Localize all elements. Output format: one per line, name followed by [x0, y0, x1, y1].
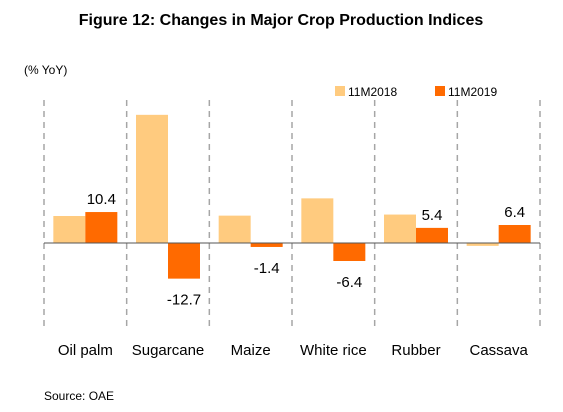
category-label-rubber: Rubber: [391, 342, 440, 359]
category-label-cassava: Cassava: [469, 342, 528, 359]
data-label-maize: -1.4: [254, 260, 280, 277]
data-label-cassava: 6.4: [504, 204, 525, 221]
legend-label-11m2019: 11M2019: [448, 85, 497, 99]
data-label-rubber: 5.4: [422, 207, 443, 224]
legend-swatch-11m2018: [335, 86, 345, 96]
bar-11m2018-maize: [218, 215, 251, 243]
legend-label-11m2018: 11M2018: [348, 85, 397, 99]
category-label-sugarcane: Sugarcane: [132, 342, 205, 359]
bar-11m2019-oil-palm: [85, 212, 118, 243]
chart-title: Figure 12: Changes in Major Crop Product…: [79, 12, 484, 29]
bar-11m2019-sugarcane: [168, 243, 200, 279]
bar-11m2018-oil-palm: [53, 216, 86, 243]
category-label-oil-palm: Oil palm: [58, 342, 113, 359]
bar-11m2018-cassava: [466, 243, 499, 246]
bar-11m2018-rubber: [384, 214, 416, 243]
bar-11m2018-white-rice: [301, 198, 334, 243]
bar-11m2018-sugarcane: [136, 114, 168, 243]
bars: [53, 114, 531, 279]
category-label-white-rice: White rice: [300, 342, 367, 359]
category-separators: [43, 100, 541, 330]
category-labels: Oil palm Sugarcane Maize White rice Rubber Ca…: [58, 342, 529, 359]
bar-11m2019-rubber: [416, 227, 448, 243]
bar-11m2019-maize: [250, 243, 283, 247]
bar-11m2019-cassava: [498, 225, 531, 243]
category-label-maize: Maize: [231, 342, 271, 359]
bar-11m2019-white-rice: [333, 243, 366, 261]
data-label-white-rice: -6.4: [336, 274, 362, 291]
data-label-sugarcane: -12.7: [167, 292, 201, 309]
source-note: Source: OAE: [44, 389, 114, 403]
y-axis-label: (% YoY): [24, 63, 67, 77]
legend: 11M2018 11M2019: [335, 85, 497, 99]
legend-swatch-11m2019: [435, 86, 445, 96]
data-labels: 10.4 -12.7 -1.4 -6.4 5.4 6.4: [87, 191, 525, 309]
data-label-oil-palm: 10.4: [87, 191, 116, 208]
